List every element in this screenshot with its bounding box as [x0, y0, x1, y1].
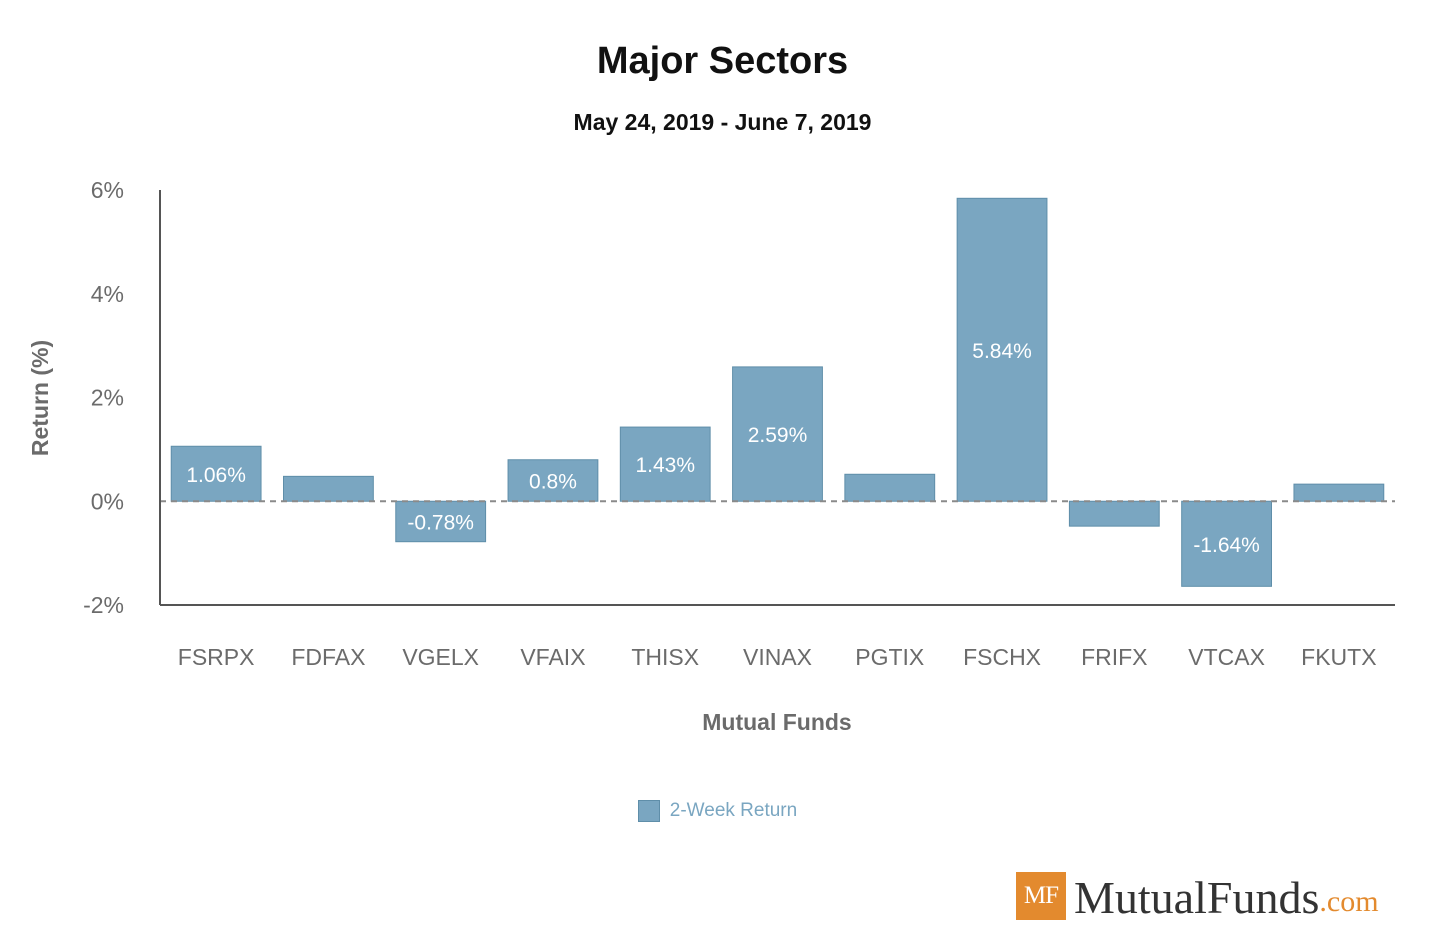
y-axis-ticks: 6% 4% 2% 0% -2% — [83, 177, 124, 618]
x-axis-ticks: FSRPX FDFAX VGELX VFAIX THISX VINAX PGTIX FSCHX… — [178, 644, 1377, 670]
logo-badge: MF — [1016, 872, 1066, 920]
bar-vfaix[interactable] — [507, 459, 599, 502]
x-tick-label: FDFAX — [291, 644, 365, 670]
bar-data-labels: 1.06% -0.78% 0.8% 1.43% 2.59% 5.84% -1.64% — [186, 340, 1260, 557]
legend-swatch — [637, 800, 660, 822]
logo-name: MutualFunds — [1074, 872, 1320, 923]
y-tick-label: 4% — [91, 281, 124, 307]
x-tick-label: THISX — [631, 644, 699, 670]
x-tick-label: VINAX — [743, 644, 812, 670]
x-tick-label: FSCHX — [963, 644, 1041, 670]
bar-vtcax[interactable] — [1181, 500, 1272, 587]
x-tick-label: VFAIX — [520, 644, 585, 670]
y-tick-label: 2% — [91, 385, 124, 411]
bar-vgelx[interactable] — [395, 500, 487, 543]
bar-fkutx[interactable] — [1293, 483, 1385, 502]
bar-data-label: -1.64% — [1193, 534, 1260, 557]
legend: 2-Week Return — [0, 800, 1445, 822]
chart-title: Major Sectors — [596, 40, 849, 82]
x-tick-label: VGELX — [402, 644, 479, 670]
x-axis-title: Mutual Funds — [702, 709, 851, 735]
bar-thisx[interactable] — [619, 426, 711, 502]
x-tick-label: FSRPX — [178, 644, 255, 670]
legend-label[interactable]: 2-Week Return — [669, 800, 798, 821]
logo-tld: .com — [1319, 885, 1379, 918]
bar-fdfax[interactable] — [283, 475, 374, 502]
y-tick-label: 0% — [91, 488, 124, 514]
x-tick-label: FRIFX — [1081, 644, 1147, 670]
x-tick-label: PGTIX — [855, 644, 924, 670]
bar-frifx[interactable] — [1068, 500, 1160, 527]
bar-data-label: 1.43% — [635, 454, 695, 477]
bar-data-label: 2.59% — [748, 424, 808, 447]
y-axis-title: Return (%) — [27, 340, 53, 456]
x-tick-label: FKUTX — [1301, 644, 1376, 670]
bar-fschx[interactable] — [956, 197, 1048, 502]
bar-data-label: 0.8% — [529, 471, 577, 494]
mutualfunds-logo[interactable]: MF MutualFunds .com — [1016, 872, 1379, 923]
y-tick-label: 6% — [91, 177, 124, 203]
bars — [170, 197, 1385, 587]
bar-data-label: -0.78% — [407, 511, 474, 534]
bar-data-label: 5.84% — [972, 340, 1032, 363]
chart-subtitle: May 24, 2019 - June 7, 2019 — [573, 109, 872, 135]
bar-pgtix[interactable] — [844, 473, 936, 502]
bar-vinax[interactable] — [732, 366, 823, 502]
y-tick-label: -2% — [83, 592, 124, 618]
bar-data-label: 1.06% — [186, 464, 246, 487]
x-tick-label: VTCAX — [1188, 644, 1265, 670]
